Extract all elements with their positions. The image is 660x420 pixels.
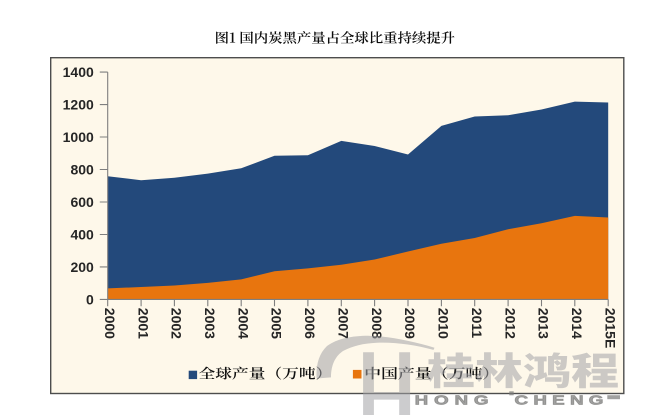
svg-text:CHENG: CHENG <box>515 393 609 407</box>
svg-text:1000: 1000 <box>63 129 94 145</box>
svg-text:2008: 2008 <box>369 308 385 339</box>
svg-text:2013: 2013 <box>536 308 552 339</box>
svg-text:2001: 2001 <box>135 308 151 339</box>
svg-text:2000: 2000 <box>102 308 118 339</box>
svg-text:HONG: HONG <box>415 393 495 407</box>
svg-text:2011: 2011 <box>469 308 485 339</box>
svg-text:2007: 2007 <box>336 308 352 339</box>
svg-text:600: 600 <box>70 194 94 210</box>
svg-text:2014: 2014 <box>569 308 585 339</box>
svg-text:2006: 2006 <box>302 308 318 339</box>
svg-text:800: 800 <box>70 162 94 178</box>
svg-text:400: 400 <box>70 227 94 243</box>
svg-text:2009: 2009 <box>402 308 418 339</box>
svg-text:2012: 2012 <box>502 308 518 339</box>
svg-text:0: 0 <box>86 291 94 307</box>
svg-text:2003: 2003 <box>202 308 218 339</box>
svg-text:2004: 2004 <box>235 308 251 339</box>
svg-text:2010: 2010 <box>436 308 452 339</box>
svg-text:2015E: 2015E <box>602 308 618 348</box>
svg-text:2005: 2005 <box>269 308 285 339</box>
svg-text:200: 200 <box>70 259 94 275</box>
svg-text:1200: 1200 <box>63 97 94 113</box>
svg-text:2002: 2002 <box>169 308 185 339</box>
svg-text:1400: 1400 <box>63 64 94 80</box>
